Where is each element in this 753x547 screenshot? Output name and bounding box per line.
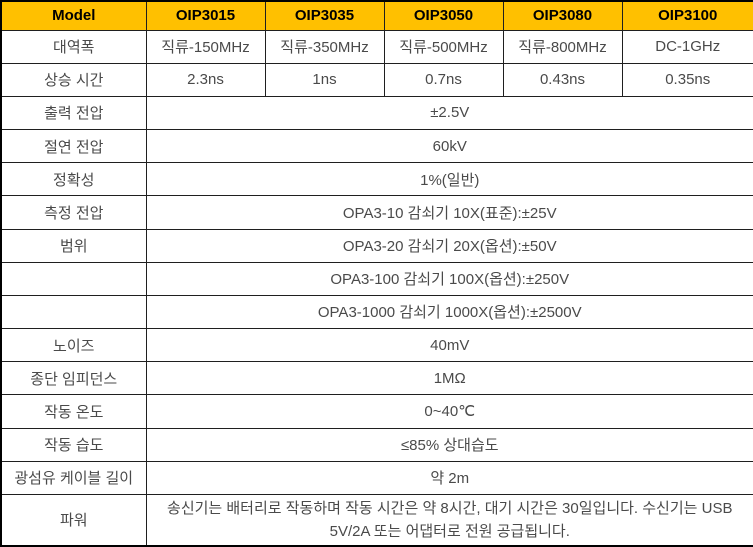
row-label: 광섬유 케이블 길이: [0, 460, 147, 495]
row-power: 파워 송신기는 배터리로 작동하며 작동 시간은 약 8시간, 대기 시간은 3…: [0, 493, 753, 547]
row-value: 약 2m: [145, 460, 753, 495]
row-label: 노이즈: [0, 328, 147, 363]
row-label: 측정 전압: [0, 195, 147, 230]
row-label: 파워: [0, 493, 147, 547]
row-value: 60kV: [145, 129, 753, 164]
header-cell-oip3035: OIP3035: [264, 0, 385, 31]
row-range: 범위 OPA3-20 감쇠기 20X(옵션):±50V: [0, 228, 753, 263]
row-label-empty: [0, 294, 147, 330]
row-value: OPA3-20 감쇠기 20X(옵션):±50V: [145, 228, 753, 263]
row-measure-voltage: 측정 전압 OPA3-10 감쇠기 10X(표준):±25V: [0, 195, 753, 230]
bandwidth-oip3015: 직류-150MHz: [145, 29, 266, 64]
row-termination-impedance: 종단 임피던스 1MΩ: [0, 361, 753, 396]
row-label: 작동 온도: [0, 394, 147, 429]
row-value: 1MΩ: [145, 361, 753, 396]
row-label: 절연 전압: [0, 129, 147, 164]
header-cell-oip3100: OIP3100: [621, 0, 753, 31]
rise-time-oip3050: 0.7ns: [383, 62, 504, 97]
row-isolation-voltage: 절연 전압 60kV: [0, 129, 753, 164]
row-label: 출력 전압: [0, 95, 147, 131]
header-cell-oip3050: OIP3050: [383, 0, 504, 31]
row-value: 1%(일반): [145, 162, 753, 197]
header-cell-oip3015: OIP3015: [145, 0, 266, 31]
header-row: Model OIP3015 OIP3035 OIP3050 OIP3080 OI…: [0, 0, 753, 31]
row-value: ≤85% 상대습도: [145, 427, 753, 462]
header-cell-oip3080: OIP3080: [502, 0, 623, 31]
row-label: 정확성: [0, 162, 147, 197]
row-accuracy: 정확성 1%(일반): [0, 162, 753, 197]
bandwidth-oip3100: DC-1GHz: [621, 29, 753, 64]
rise-time-oip3080: 0.43ns: [502, 62, 623, 97]
bandwidth-oip3050: 직류-500MHz: [383, 29, 504, 64]
row-label: 상승 시간: [0, 62, 147, 97]
row-fiber-cable-length: 광섬유 케이블 길이 약 2m: [0, 460, 753, 495]
bandwidth-oip3080: 직류-800MHz: [502, 29, 623, 64]
row-range-attenuator-100x: OPA3-100 감쇠기 100X(옵션):±250V: [0, 261, 753, 296]
row-rise-time: 상승 시간 2.3ns 1ns 0.7ns 0.43ns 0.35ns: [0, 62, 753, 97]
row-value: OPA3-1000 감쇠기 1000X(옵션):±2500V: [145, 294, 753, 330]
row-label: 작동 습도: [0, 427, 147, 462]
row-bandwidth: 대역폭 직류-150MHz 직류-350MHz 직류-500MHz 직류-800…: [0, 29, 753, 64]
row-value: 40mV: [145, 328, 753, 363]
row-label-empty: [0, 261, 147, 296]
row-range-attenuator-1000x: OPA3-1000 감쇠기 1000X(옵션):±2500V: [0, 294, 753, 330]
row-noise: 노이즈 40mV: [0, 328, 753, 363]
row-operating-humidity: 작동 습도 ≤85% 상대습도: [0, 427, 753, 462]
row-value: OPA3-10 감쇠기 10X(표준):±25V: [145, 195, 753, 230]
rise-time-oip3015: 2.3ns: [145, 62, 266, 97]
row-operating-temperature: 작동 온도 0~40℃: [0, 394, 753, 429]
row-label: 범위: [0, 228, 147, 263]
row-value: 0~40℃: [145, 394, 753, 429]
row-value: 송신기는 배터리로 작동하며 작동 시간은 약 8시간, 대기 시간은 30일입…: [145, 493, 753, 547]
row-output-voltage: 출력 전압 ±2.5V: [0, 95, 753, 131]
rise-time-oip3100: 0.35ns: [621, 62, 753, 97]
row-value: ±2.5V: [145, 95, 753, 131]
bandwidth-oip3035: 직류-350MHz: [264, 29, 385, 64]
rise-time-oip3035: 1ns: [264, 62, 385, 97]
row-label: 대역폭: [0, 29, 147, 64]
row-label: 종단 임피던스: [0, 361, 147, 396]
header-cell-model: Model: [0, 0, 147, 31]
row-value: OPA3-100 감쇠기 100X(옵션):±250V: [145, 261, 753, 296]
